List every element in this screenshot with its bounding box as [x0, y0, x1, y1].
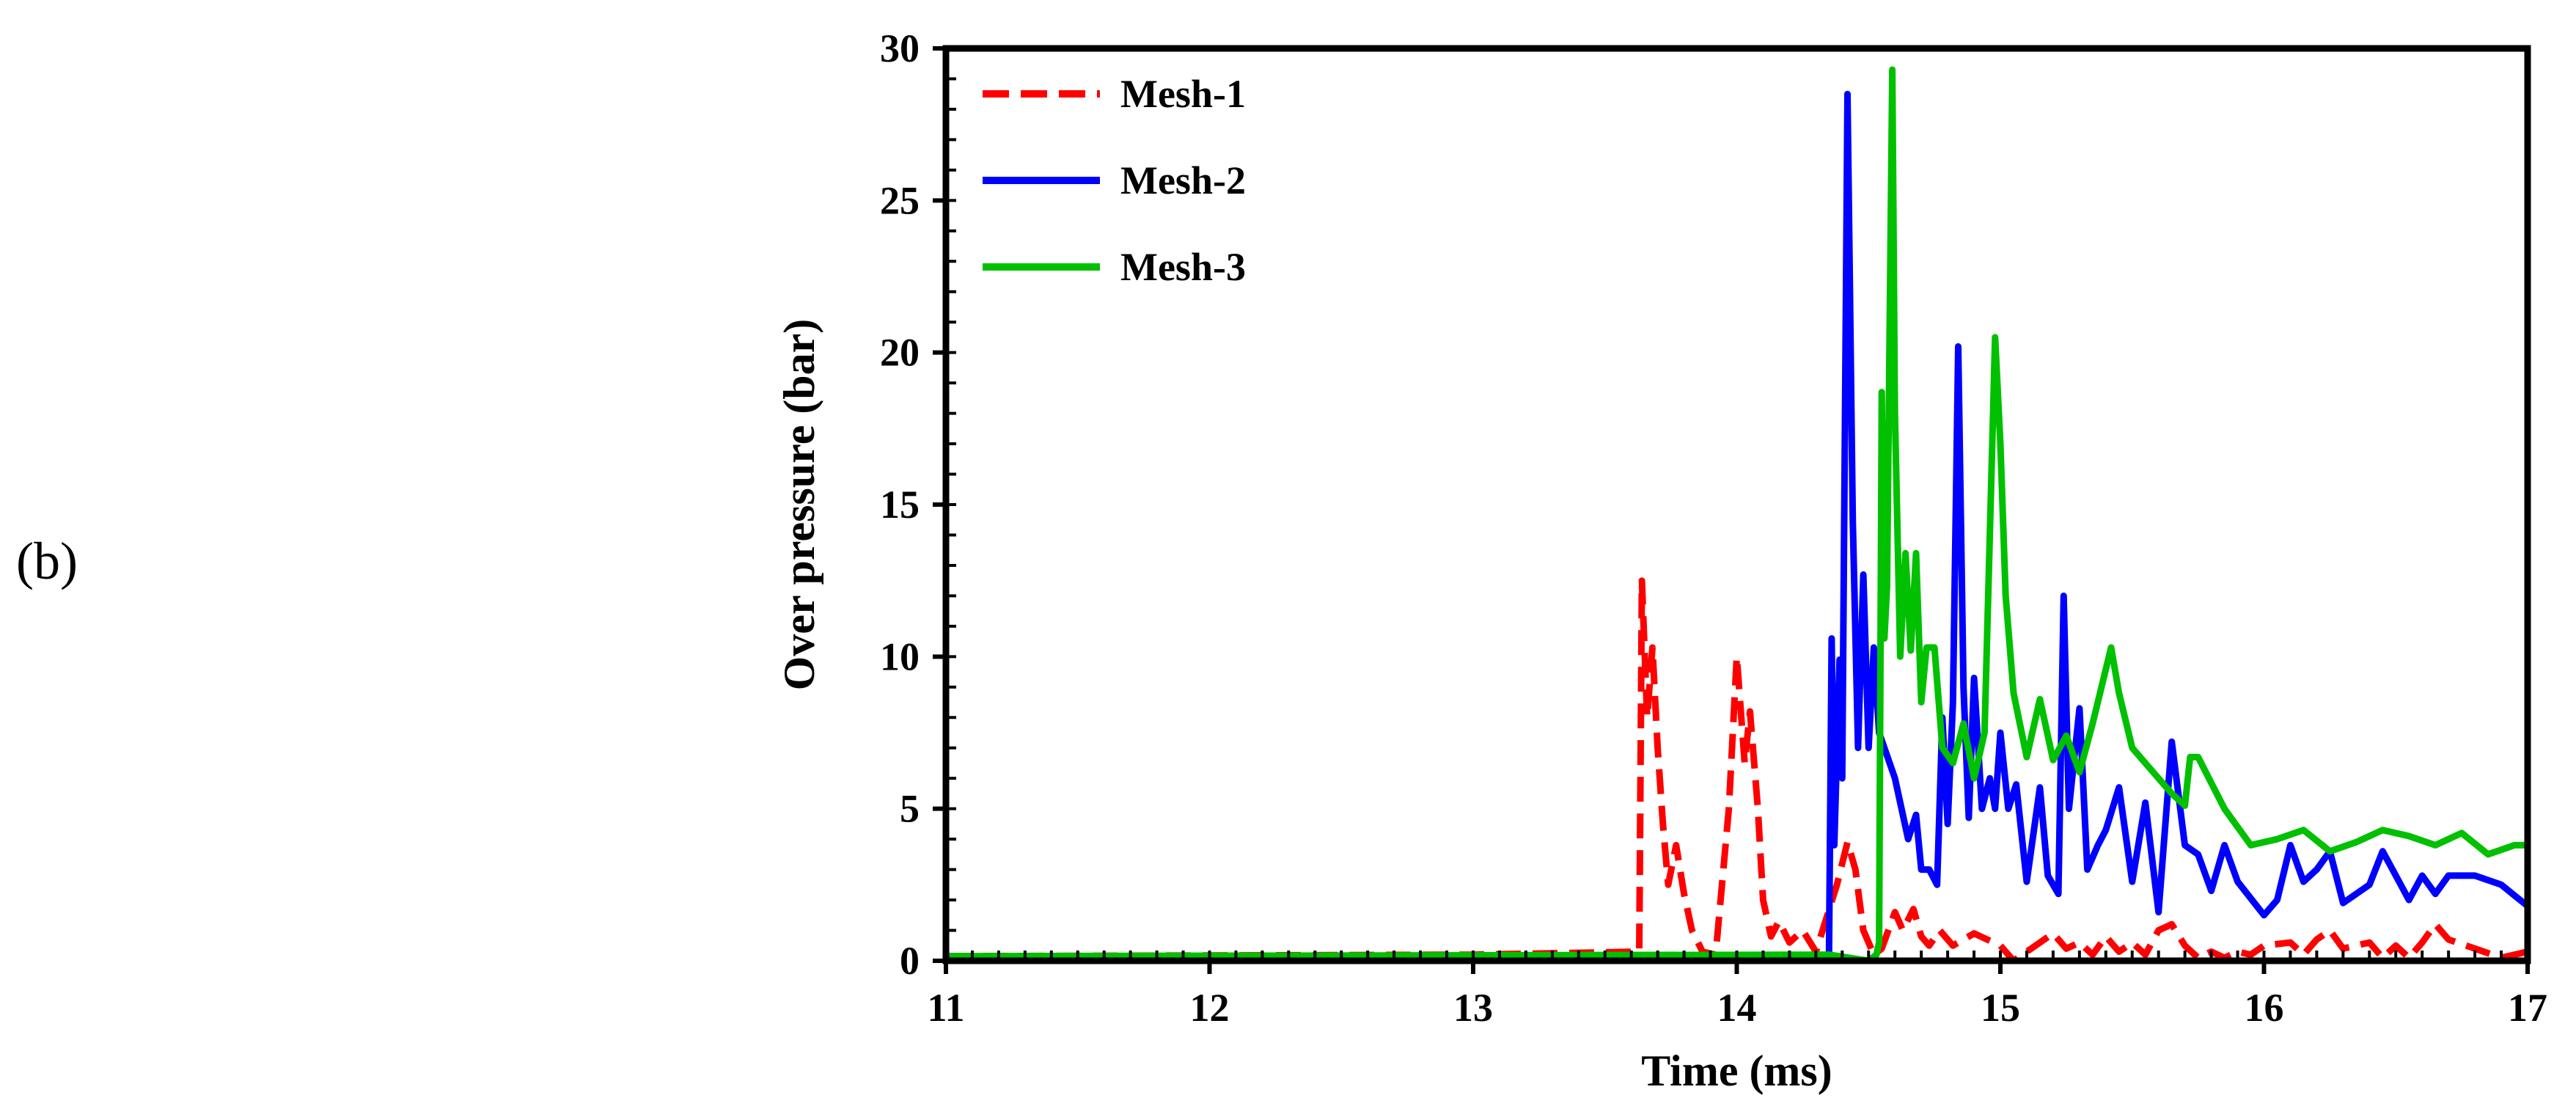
y-tick-label-0: 0 — [900, 939, 920, 983]
x-tick-label-6: 17 — [2508, 986, 2547, 1030]
series-group — [946, 66, 2528, 964]
y-tick-label-5: 25 — [880, 178, 920, 222]
y-tick-label-2: 10 — [880, 634, 920, 678]
legend-label-mesh-3: Mesh-3 — [1120, 245, 1246, 289]
series-line-mesh-1 — [946, 577, 2528, 964]
x-tick-label-3: 14 — [1717, 986, 1757, 1030]
y-tick-label-3: 15 — [880, 483, 920, 527]
legend-label-mesh-2: Mesh-2 — [1120, 158, 1246, 202]
y-axis-title: Over pressure (bar) — [775, 319, 823, 691]
y-tick-label-1: 5 — [900, 787, 920, 831]
x-tick-label-5: 16 — [2245, 986, 2284, 1030]
axes-group: 11 12 13 14 15 16 17 0 5 10 15 20 25 30 — [880, 26, 2547, 1030]
legend-label-mesh-1: Mesh-1 — [1120, 72, 1246, 116]
x-tick-label-4: 15 — [1981, 986, 2020, 1030]
y-tick-label-4: 20 — [880, 331, 920, 375]
series-line-mesh-3 — [946, 66, 2528, 964]
y-tick-label-6: 30 — [880, 26, 920, 70]
panel-label: (b) — [16, 532, 78, 590]
series-line-mesh-2 — [946, 90, 2528, 962]
x-tick-label-0: 11 — [927, 986, 964, 1030]
x-tick-label-1: 12 — [1190, 986, 1230, 1030]
x-tick-label-2: 13 — [1453, 986, 1493, 1030]
x-axis-title: Time (ms) — [1641, 1047, 1832, 1095]
legend: Mesh-1 Mesh-2 Mesh-3 — [983, 72, 1246, 289]
